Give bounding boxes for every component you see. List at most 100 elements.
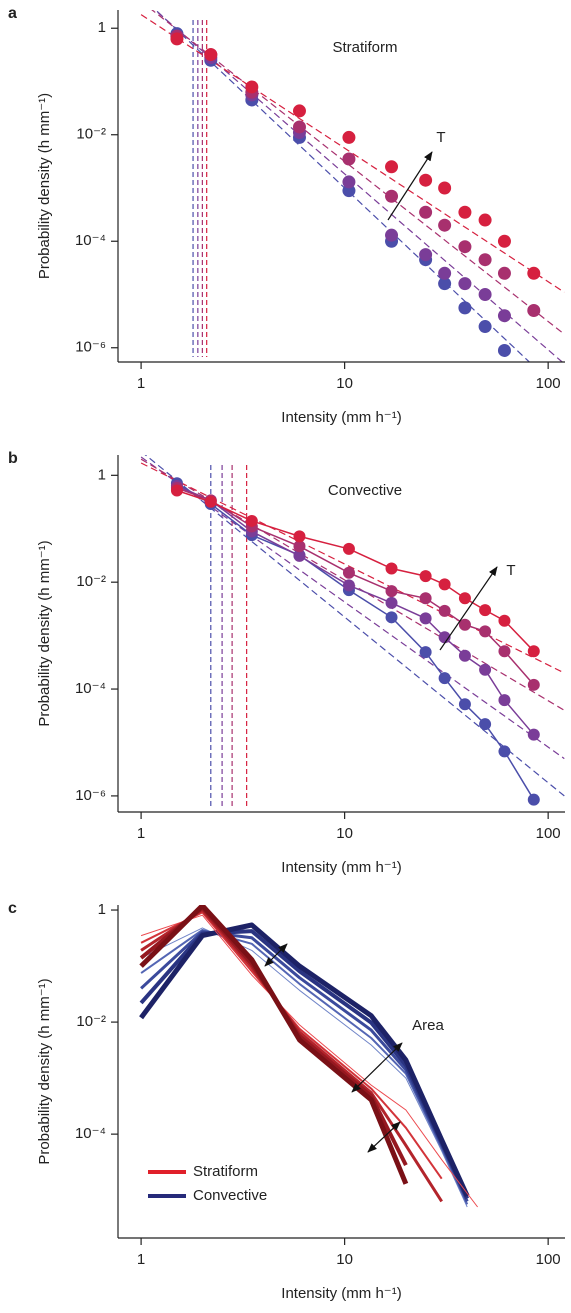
arrow <box>439 566 498 651</box>
y-tick-label: 10⁻⁴ <box>75 1125 106 1142</box>
point <box>438 578 451 591</box>
series-line <box>140 914 478 1208</box>
annotation: Convective <box>328 482 402 499</box>
x-tick-label: 10 <box>336 825 353 842</box>
series-line <box>176 487 535 686</box>
point <box>293 540 306 553</box>
point <box>170 484 183 497</box>
panel-label: c <box>8 900 17 917</box>
point <box>497 309 511 323</box>
y-tick-label: 10⁻² <box>76 573 106 590</box>
x-axis-label: Intensity (mm h⁻¹) <box>281 1285 401 1302</box>
annotation: T <box>436 129 445 146</box>
point <box>498 614 511 627</box>
series-line <box>176 482 535 801</box>
arrow <box>367 1121 401 1153</box>
point <box>385 585 398 598</box>
y-tick-label: 1 <box>98 19 106 36</box>
x-tick-label: 100 <box>536 825 561 842</box>
y-tick-label: 10⁻⁶ <box>75 787 106 804</box>
point <box>204 495 217 508</box>
arrow <box>351 1042 403 1093</box>
point <box>245 514 258 527</box>
point <box>478 213 492 227</box>
point <box>497 266 511 280</box>
point <box>458 618 471 631</box>
series-line <box>139 922 470 1197</box>
point <box>385 611 398 624</box>
point <box>438 672 451 685</box>
point <box>419 173 433 187</box>
point <box>342 152 356 166</box>
point <box>478 320 492 334</box>
point <box>419 646 432 659</box>
point <box>245 80 259 94</box>
point <box>385 596 398 609</box>
point <box>342 130 356 144</box>
legend-label: Stratiform <box>193 1163 258 1180</box>
plot-area <box>139 905 478 1208</box>
x-tick-label: 1 <box>137 375 145 392</box>
panel: c 1 10 100 1 10⁻² 10⁻⁴ Intensity (mm h⁻¹) Probab… <box>8 900 565 1302</box>
point <box>527 645 540 658</box>
point <box>342 175 356 189</box>
panel-label: b <box>8 450 18 467</box>
x-tick-label: 100 <box>536 1251 561 1268</box>
plot-area <box>140 10 565 362</box>
arrow <box>264 943 288 967</box>
y-axis-label: Probability density (h mm⁻¹) <box>36 540 53 726</box>
point <box>204 48 218 62</box>
y-axis-label: Probability density (h mm⁻¹) <box>36 93 53 279</box>
point <box>479 625 492 638</box>
point <box>438 631 451 644</box>
panel: a 1 10 100 1 10⁻² 10⁻⁴ 10⁻⁶ Intensity (mm h⁻¹) Pr… <box>8 5 565 426</box>
y-tick-label: 10⁻⁴ <box>75 680 106 697</box>
point <box>419 570 432 583</box>
point <box>498 745 511 758</box>
point <box>458 205 472 219</box>
x-tick-label: 10 <box>336 375 353 392</box>
point <box>527 304 541 318</box>
point <box>458 649 471 662</box>
point <box>479 718 492 731</box>
point <box>458 301 472 315</box>
y-tick-label: 1 <box>98 901 106 918</box>
panel-label: a <box>8 5 17 22</box>
point <box>497 343 511 357</box>
point <box>458 698 471 711</box>
point <box>419 612 432 625</box>
point <box>438 181 452 195</box>
y-tick-label: 10⁻⁴ <box>75 232 106 249</box>
point <box>385 189 399 203</box>
x-axis-label: Intensity (mm h⁻¹) <box>281 859 401 876</box>
point <box>293 530 306 543</box>
panel: b 1 10 100 1 10⁻² 10⁻⁴ 10⁻⁶ Intensity (mm h⁻¹) Pr… <box>8 450 565 876</box>
point <box>438 604 451 617</box>
point <box>527 678 540 691</box>
y-tick-label: 10⁻² <box>76 1013 106 1030</box>
point <box>342 542 355 555</box>
series-line <box>139 905 409 1185</box>
point <box>419 248 433 262</box>
y-tick-label: 1 <box>98 466 106 483</box>
point <box>527 266 541 280</box>
point <box>438 277 452 291</box>
series-line <box>140 911 443 1180</box>
point <box>292 104 306 118</box>
point <box>419 592 432 605</box>
point <box>438 266 452 280</box>
fit-line <box>140 14 565 293</box>
point <box>385 562 398 575</box>
y-tick-label: 10⁻² <box>76 126 106 143</box>
point <box>479 663 492 676</box>
point <box>478 287 492 301</box>
y-tick-label: 10⁻⁶ <box>75 339 106 356</box>
point <box>438 218 452 232</box>
arrow <box>387 151 433 221</box>
point <box>292 120 306 134</box>
point <box>527 728 540 741</box>
point <box>478 253 492 267</box>
x-tick-label: 10 <box>336 1251 353 1268</box>
